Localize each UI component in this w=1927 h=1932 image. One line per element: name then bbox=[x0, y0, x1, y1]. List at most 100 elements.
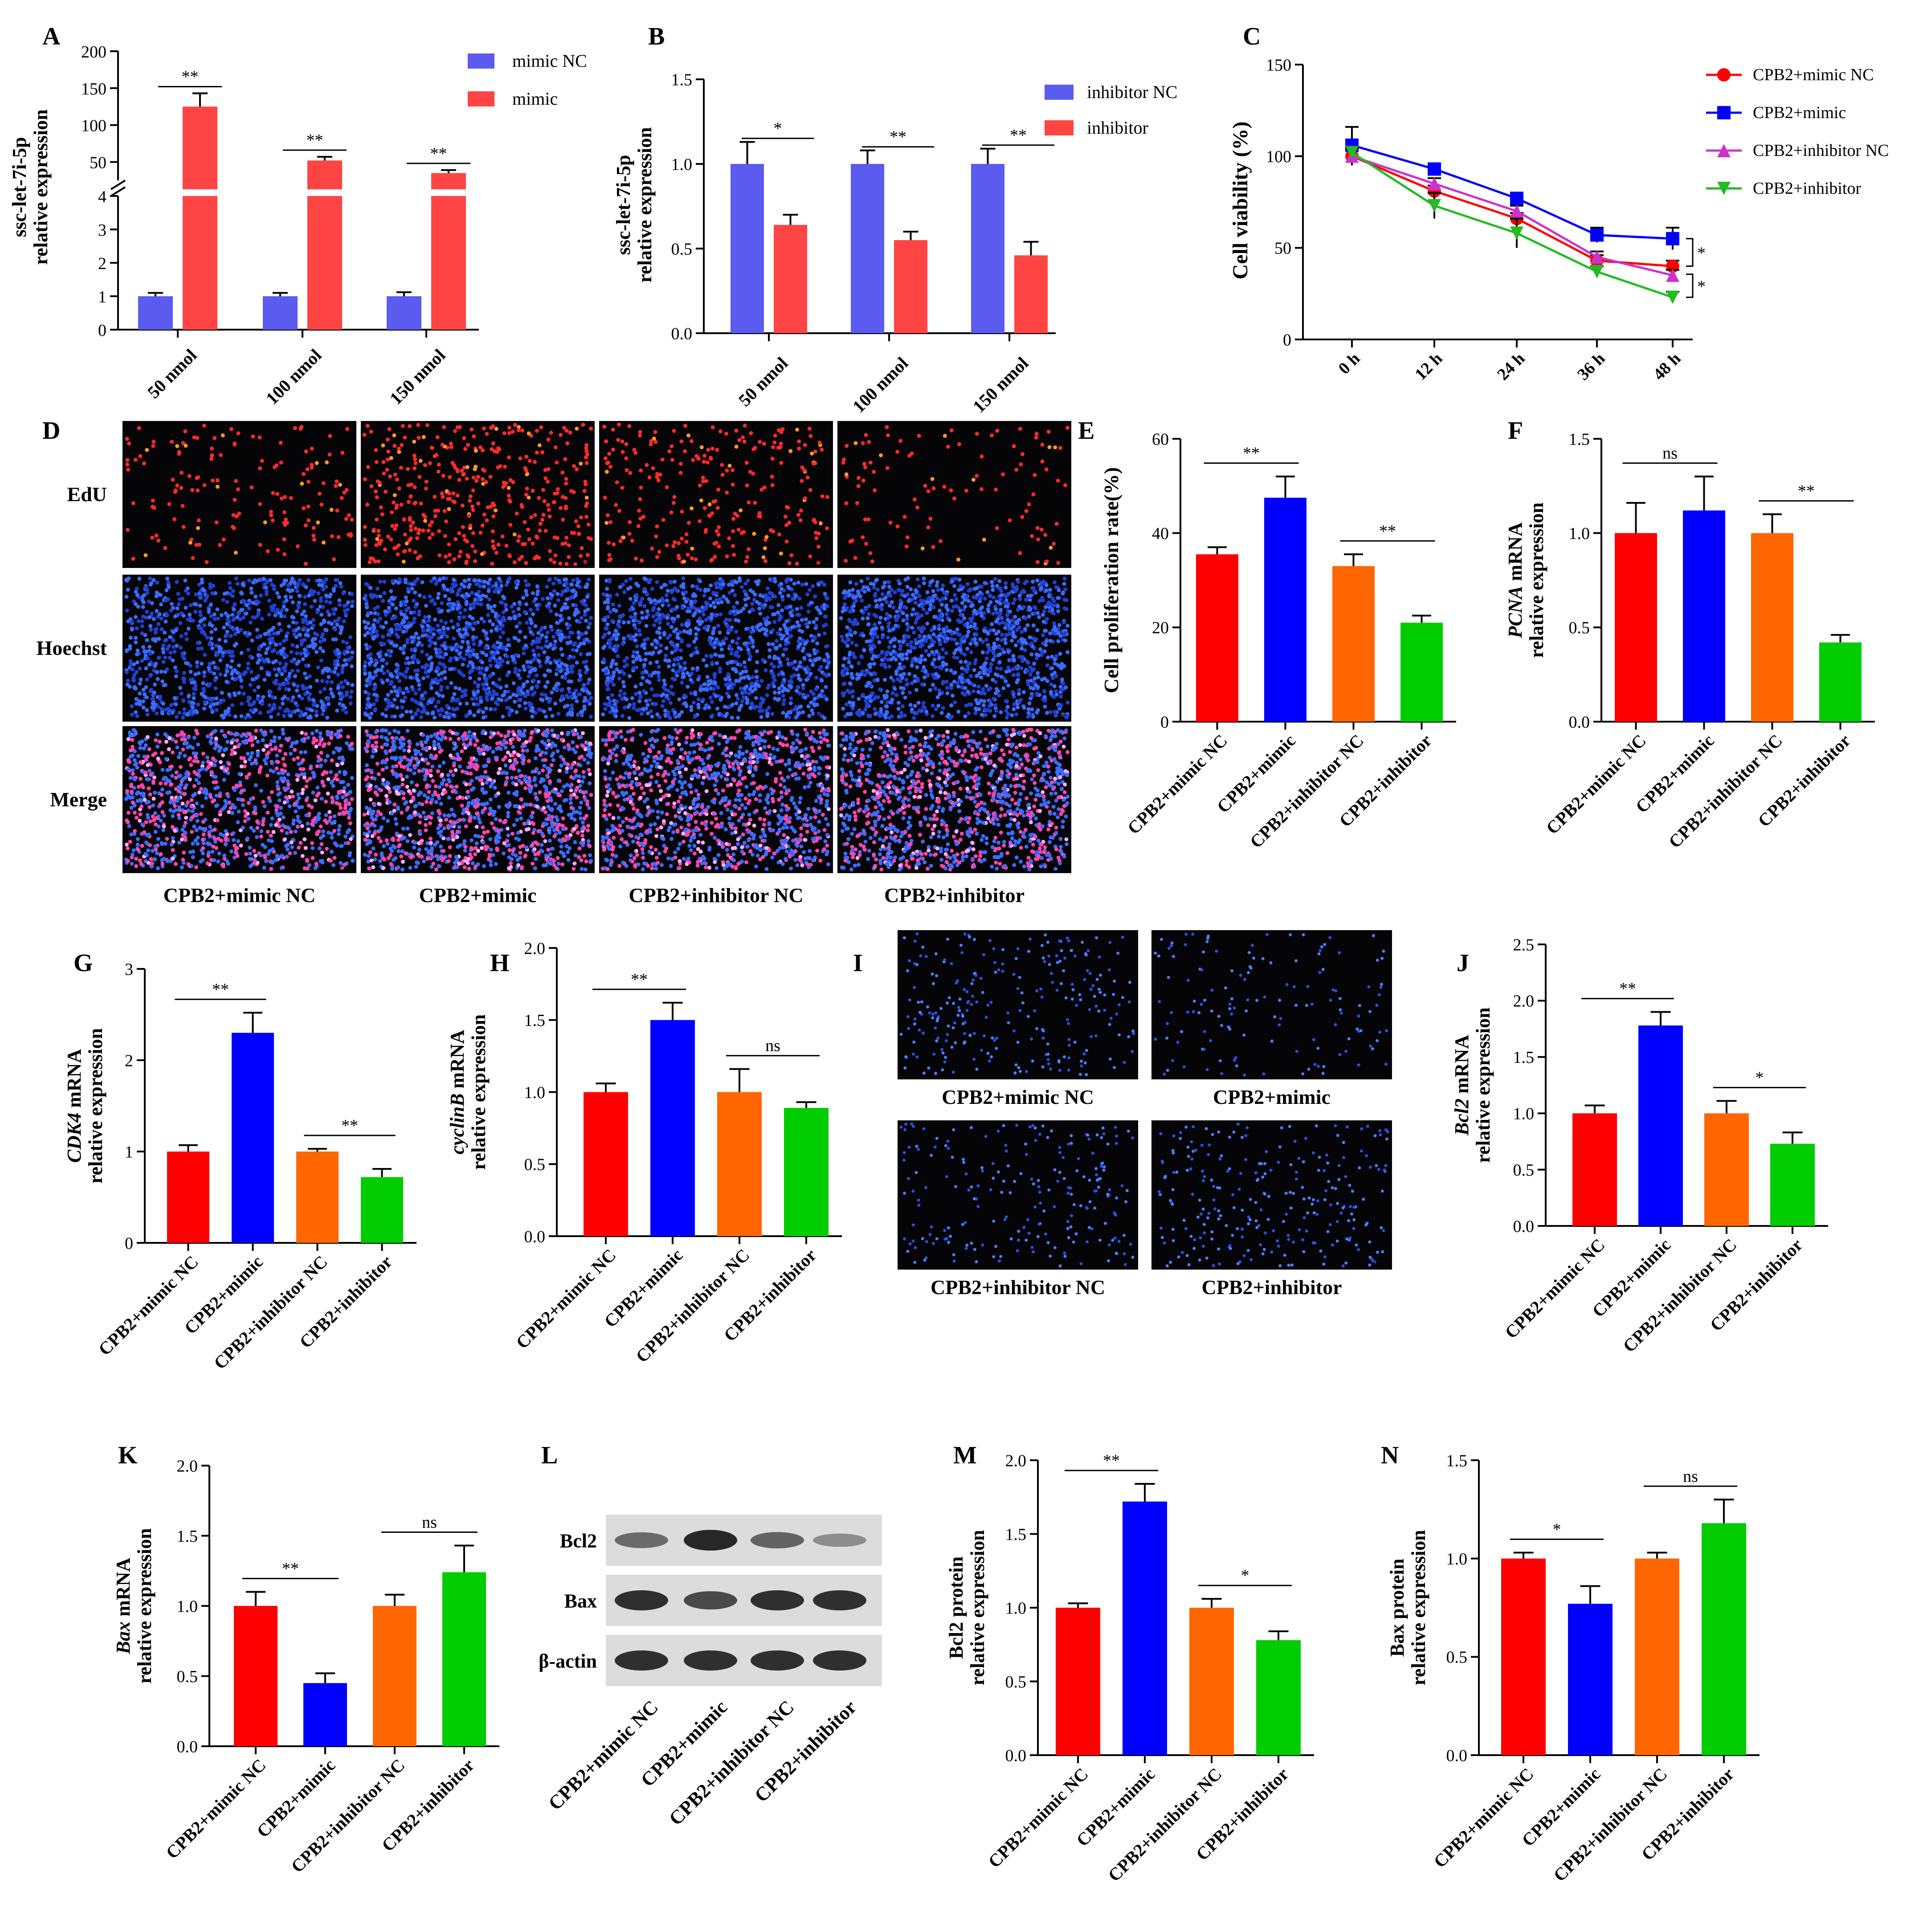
panel-label-g: G bbox=[73, 949, 93, 977]
y-tick-label: 2.0 bbox=[524, 939, 546, 958]
scale-bar-label: 200 μm bbox=[812, 712, 828, 718]
bar bbox=[1189, 1608, 1234, 1755]
scale-bar-label: 200 μm bbox=[574, 559, 589, 564]
y-tick-label: 100 bbox=[1266, 147, 1291, 166]
data-point bbox=[1428, 199, 1441, 212]
blot-band bbox=[615, 1532, 668, 1548]
legend-label: CPB2+inhibitor bbox=[1753, 179, 1861, 198]
cell-nuclei bbox=[839, 576, 1070, 720]
scale-bar-label: 200 μm bbox=[812, 864, 828, 869]
cell-nuclei bbox=[899, 932, 1135, 1076]
y-axis-label-unit: mRNA bbox=[112, 1558, 134, 1622]
y-tick-label: 0.5 bbox=[177, 1667, 198, 1686]
blot-band bbox=[684, 1650, 737, 1671]
y-axis-label: relative expression bbox=[634, 127, 656, 282]
cell-nuclei bbox=[1154, 932, 1388, 1077]
bar bbox=[373, 1606, 416, 1746]
y-tick-label: 50 bbox=[90, 154, 106, 172]
y-tick-label: 40 bbox=[1152, 524, 1169, 543]
scale-bar-label: 200 μm bbox=[574, 864, 589, 869]
legend-swatch bbox=[468, 53, 494, 69]
significance-label: ** bbox=[1619, 980, 1636, 998]
micrograph-merge: 200 μm bbox=[361, 726, 595, 873]
micrograph-hoechst: 200 μm bbox=[599, 575, 833, 722]
data-point bbox=[1717, 106, 1731, 119]
bar bbox=[138, 296, 173, 330]
micrograph-column-label: CPB2+inhibitor bbox=[884, 884, 1025, 907]
bar-lower-segment bbox=[183, 196, 217, 330]
y-tick-label: 4 bbox=[98, 188, 106, 206]
bar-lower-segment bbox=[307, 196, 342, 330]
significance-label: ** bbox=[1379, 522, 1396, 540]
y-tick-label: 20 bbox=[1152, 619, 1169, 637]
blot-band bbox=[813, 1533, 866, 1547]
significance-label: ns bbox=[765, 1037, 780, 1055]
micrograph-apoptosis: 200 μm bbox=[1151, 1120, 1392, 1270]
y-axis-label: Bcl2 mRNA bbox=[1451, 1035, 1473, 1136]
y-axis-label-unit: mRNA bbox=[1504, 522, 1526, 586]
y-tick-label: 0 bbox=[125, 1234, 133, 1253]
y-axis-label: CDK4 mRNA bbox=[63, 1049, 85, 1163]
micrograph-label: CPB2+mimic NC bbox=[942, 1086, 1094, 1108]
scale-bar-label: 200 μm bbox=[336, 864, 351, 869]
micrograph-row-label: Hoechst bbox=[37, 637, 107, 659]
legend-label: mimic bbox=[512, 89, 558, 109]
y-tick-label: 0.5 bbox=[1005, 1673, 1027, 1691]
significance-label: ns bbox=[422, 1513, 437, 1532]
y-axis-label: PCNA mRNA bbox=[1504, 522, 1526, 639]
panel-label-f: F bbox=[1508, 417, 1523, 445]
data-point bbox=[1590, 228, 1604, 242]
blot-band bbox=[751, 1590, 804, 1611]
bar bbox=[731, 164, 764, 333]
y-tick-label: 100 bbox=[81, 117, 106, 135]
y-tick-label: 1.0 bbox=[1446, 1550, 1468, 1568]
panel-label-d: D bbox=[42, 417, 60, 445]
legend-label: mimic NC bbox=[512, 51, 587, 71]
panel-label-e: E bbox=[1078, 417, 1094, 445]
significance-label: * bbox=[1756, 1068, 1764, 1087]
y-tick-label: 1.5 bbox=[671, 70, 693, 89]
y-tick-label: 0 bbox=[1160, 713, 1169, 731]
significance-label: ** bbox=[306, 131, 323, 150]
scale-bar-label: 200 μm bbox=[336, 559, 351, 564]
blot-row-label: β-actin bbox=[539, 1650, 597, 1672]
bar bbox=[1702, 1523, 1746, 1755]
data-point bbox=[1510, 204, 1523, 218]
bar bbox=[1770, 1144, 1815, 1226]
panel-label-c: C bbox=[1243, 23, 1261, 50]
y-tick-label: 150 bbox=[81, 80, 106, 98]
scale-bar-label: 200 μm bbox=[1118, 1070, 1133, 1075]
bar bbox=[1751, 533, 1793, 722]
micrograph-background bbox=[898, 930, 1138, 1079]
micrograph-apoptosis: 200 μm bbox=[898, 930, 1138, 1079]
micrograph-column-label: CPB2+inhibitor NC bbox=[629, 884, 803, 907]
significance-label: ** bbox=[182, 67, 199, 86]
micrograph-background bbox=[122, 421, 356, 568]
cell-nuclei bbox=[841, 425, 1070, 566]
micrograph-background bbox=[1151, 1120, 1392, 1270]
panel-label-n: N bbox=[1381, 1442, 1399, 1469]
significance-label: * bbox=[1241, 1566, 1249, 1585]
y-tick-label: 200 bbox=[81, 43, 106, 61]
y-axis-label-gene: Bax bbox=[112, 1622, 134, 1654]
significance-label: ** bbox=[341, 1116, 358, 1135]
micrograph-edu: 200 μm bbox=[599, 421, 833, 568]
bar bbox=[442, 1572, 486, 1746]
y-tick-label: 3 bbox=[98, 221, 106, 240]
bar bbox=[1196, 554, 1238, 722]
data-point bbox=[1428, 177, 1441, 191]
micrograph-label: CPB2+inhibitor NC bbox=[931, 1276, 1105, 1299]
y-axis-label: relative expression bbox=[1472, 1007, 1494, 1163]
cell-nuclei bbox=[600, 576, 831, 720]
panel-i-micrographs: 200 μm CPB2+mimic NC 200 μm CPB2+mimic 200 μ… bbox=[898, 930, 1392, 1299]
bar-lower-segment bbox=[431, 196, 466, 330]
panel-label-b: B bbox=[648, 23, 665, 50]
bar bbox=[584, 1092, 628, 1236]
scale-bar-label: 200 μm bbox=[1051, 559, 1066, 564]
data-point bbox=[1510, 192, 1523, 205]
bar bbox=[1256, 1640, 1301, 1755]
bar bbox=[232, 1033, 274, 1243]
legend-label: CPB2+mimic NC bbox=[1753, 65, 1874, 84]
